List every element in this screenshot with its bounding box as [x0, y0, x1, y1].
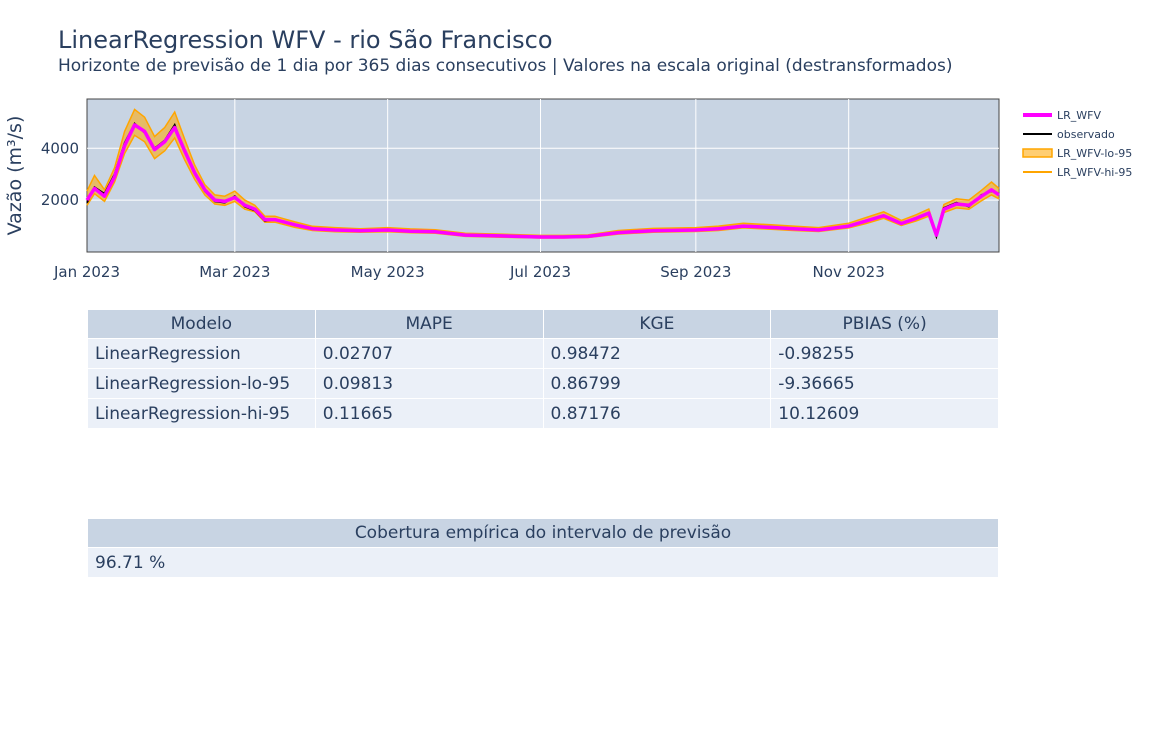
metrics-header-row: Modelo MAPE KGE PBIAS (%) [87, 309, 999, 339]
x-tick-label: Nov 2023 [813, 263, 885, 281]
legend-label: observado [1057, 128, 1115, 141]
table-cell: -9.36665 [770, 368, 999, 399]
coverage-header-row: Cobertura empírica do intervalo de previ… [87, 518, 999, 548]
table-cell: 10.12609 [770, 398, 999, 429]
table-cell: 0.86799 [542, 368, 772, 399]
legend-label: LR_WFV-hi-95 [1057, 166, 1132, 179]
legend-item: LR_WFV-hi-95 [1023, 166, 1132, 179]
table-cell: 0.98472 [542, 338, 772, 369]
table-row: LinearRegression 0.02707 0.98472 -0.9825… [87, 338, 999, 369]
legend-label: LR_WFV [1057, 109, 1101, 122]
metrics-header-cell: MAPE [314, 309, 544, 339]
coverage-header-cell: Cobertura empírica do intervalo de previ… [87, 518, 999, 548]
metrics-header-cell: PBIAS (%) [770, 309, 999, 339]
flow-chart: 2000 4000 Jan 2023 Mar 2023 May 2023 Jul 2023… [4, 98, 1132, 281]
table-cell: LinearRegression-lo-95 [87, 368, 316, 399]
table-cell: 0.87176 [542, 398, 772, 429]
legend-label: LR_WFV-lo-95 [1057, 147, 1132, 160]
legend-item: LR_WFV [1023, 109, 1101, 122]
coverage-table: Cobertura empírica do intervalo de previ… [87, 518, 999, 578]
x-tick-label: Sep 2023 [660, 263, 731, 281]
x-tick-label: May 2023 [351, 263, 425, 281]
plot-area [86, 98, 1000, 253]
table-cell: LinearRegression [87, 338, 316, 369]
series-line-lr-wfv-hi-95 [86, 108, 1000, 237]
x-tick-label: Jul 2023 [509, 263, 571, 281]
table-cell: 0.02707 [314, 338, 544, 369]
legend-item: LR_WFV-lo-95 [1022, 147, 1132, 160]
metrics-header-cell: KGE [542, 309, 772, 339]
coverage-value-cell: 96.71 % [87, 547, 999, 578]
table-cell: 0.09813 [314, 368, 544, 399]
table-row: LinearRegression-hi-95 0.11665 0.87176 1… [87, 398, 999, 429]
metrics-header-cell: Modelo [87, 309, 316, 339]
metrics-table: Modelo MAPE KGE PBIAS (%) LinearRegressi… [87, 309, 999, 429]
y-axis-label: Vazão (m³/s) [4, 116, 26, 236]
x-tick-label: Mar 2023 [199, 263, 270, 281]
x-tick-label: Jan 2023 [53, 263, 120, 281]
table-row: 96.71 % [87, 547, 999, 578]
y-tick-label: 4000 [41, 139, 79, 157]
chart-subtitle: Horizonte de previsão de 1 dia por 365 d… [58, 56, 953, 76]
table-cell: -0.98255 [770, 338, 999, 369]
table-cell: 0.11665 [314, 398, 544, 429]
chart-title: LinearRegression WFV - rio São Francisco [58, 26, 553, 54]
y-tick-label: 2000 [41, 191, 79, 209]
table-row: LinearRegression-lo-95 0.09813 0.86799 -… [87, 368, 999, 399]
series-line-lr-wfv [85, 123, 1000, 239]
legend-item: observado [1023, 128, 1115, 141]
table-cell: LinearRegression-hi-95 [87, 398, 316, 429]
legend-swatch [1022, 148, 1053, 158]
